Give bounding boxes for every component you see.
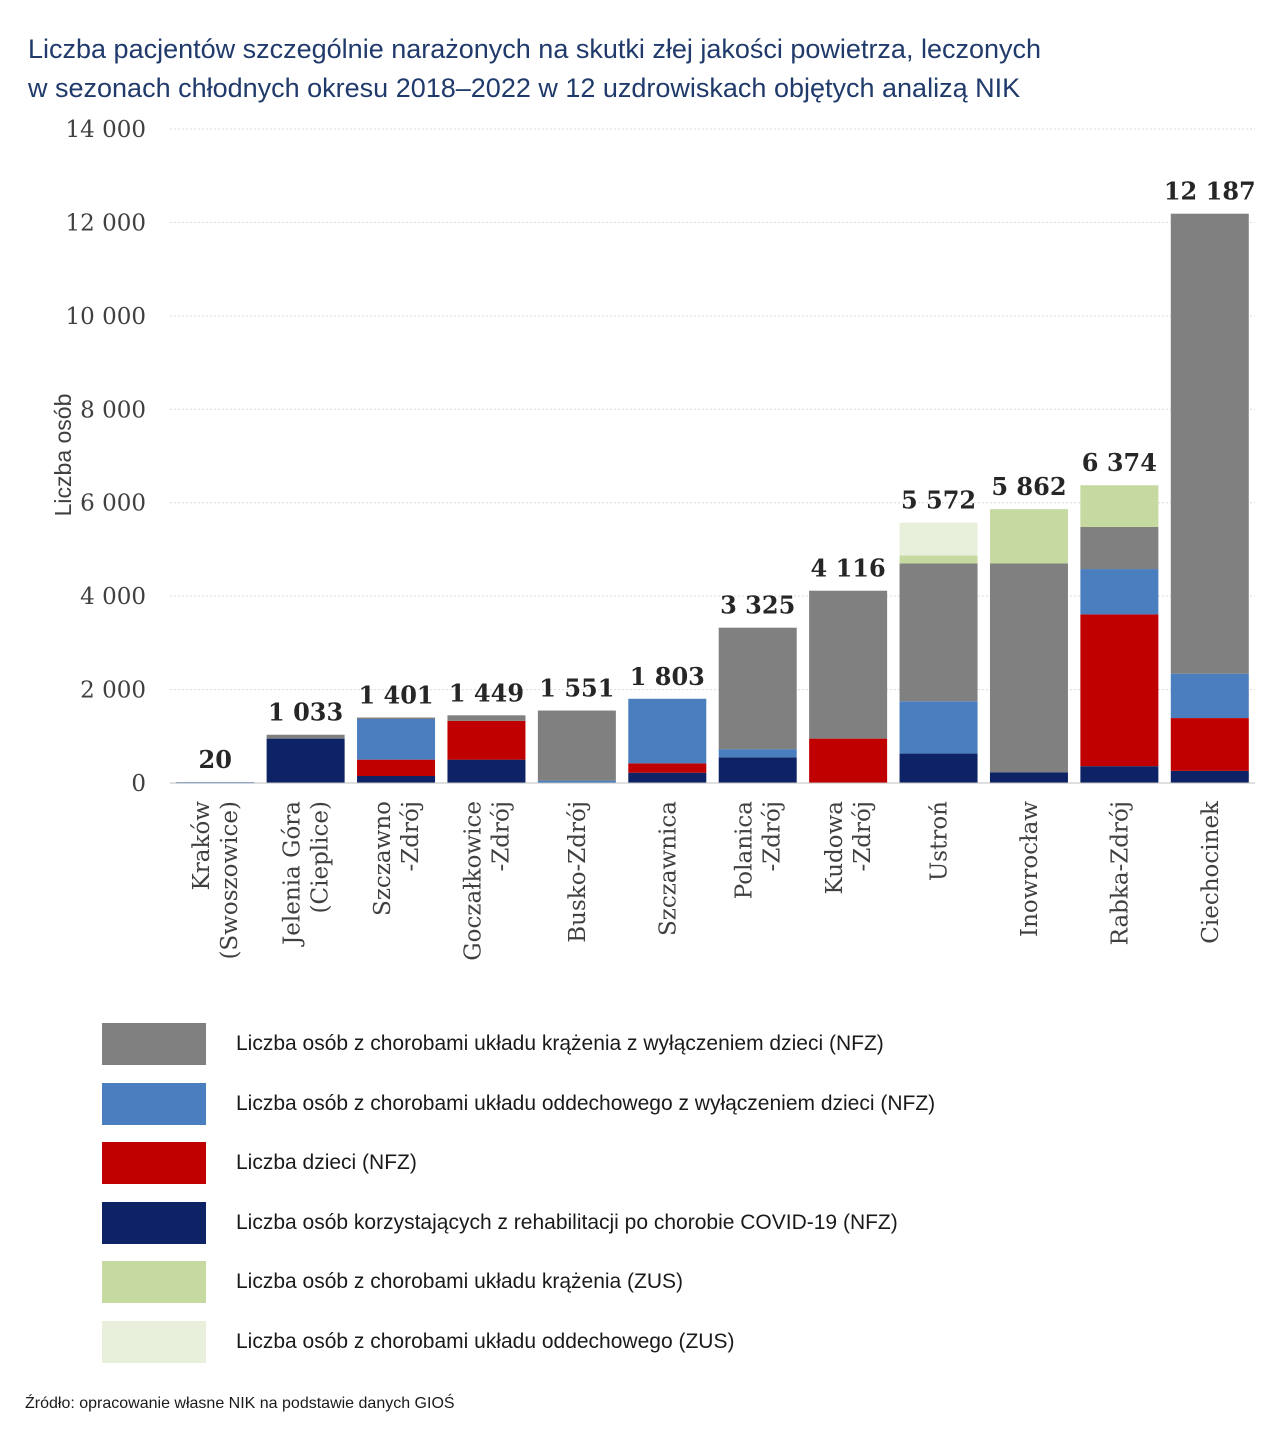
x-category-label: (Cieplice) <box>308 801 334 913</box>
x-category-label: Jelenia Góra <box>280 801 306 947</box>
bar-segment <box>537 780 616 783</box>
total-labels: 20 1 033 1 401 1 449 1 551 1 803 3 325 4 116 5 5… <box>199 177 1256 774</box>
bar-segment <box>447 759 526 783</box>
bar-total-label: 6 374 <box>1082 448 1157 477</box>
x-category-label: -Zdrój <box>488 801 514 871</box>
legend-label: Liczba osób z chorobami układu krążenia … <box>236 1032 884 1055</box>
x-category-label: Inowrocław <box>1017 801 1043 937</box>
legend-swatch <box>102 1261 206 1303</box>
bar-segment <box>1170 673 1249 719</box>
x-category-label: Polanica <box>732 801 758 900</box>
bar-total-label: 5 572 <box>901 486 976 515</box>
legend-label: Liczba dzieci (NFZ) <box>236 1151 417 1174</box>
legend-swatch <box>102 1082 206 1125</box>
y-axis: 0 2 000 4 000 6 000 8 000 10 000 12 000 14 000 L… <box>50 117 146 797</box>
bar-total-label: 12 187 <box>1164 177 1256 206</box>
bar-total-label: 5 862 <box>991 472 1066 501</box>
bar-total-label: 20 <box>199 745 232 774</box>
y-tick-label: 14 000 <box>66 117 146 143</box>
chart-title: Liczba pacjentów szczególnie narażonych … <box>28 30 1228 108</box>
stacked-bar-chart: 0 2 000 4 000 6 000 8 000 10 000 12 000 14 000 L… <box>50 117 1256 961</box>
bar-segment <box>266 734 345 739</box>
y-tick-label: 0 <box>131 771 146 797</box>
bar-segment <box>899 555 978 564</box>
y-tick-label: 8 000 <box>80 397 146 423</box>
bar-segment <box>809 590 888 739</box>
bar-segment <box>718 749 797 758</box>
bar-total-label: 4 116 <box>811 554 886 583</box>
bar-segment <box>1080 614 1159 767</box>
y-tick-label: 4 000 <box>80 584 146 610</box>
legend-label: Liczba osób z chorobami układu oddechowe… <box>236 1091 936 1115</box>
bar-segment <box>1170 718 1249 771</box>
x-category-label: Goczałkowice <box>460 801 486 961</box>
legend-swatch <box>102 1201 206 1244</box>
y-tick-label: 12 000 <box>66 210 146 236</box>
legend-swatch <box>102 1023 206 1065</box>
x-category-label: Ustroń <box>927 801 953 881</box>
bar-total-label: 1 033 <box>268 698 343 727</box>
x-category-label: -Zdrój <box>850 801 876 871</box>
bar-total-label: 1 803 <box>630 662 705 691</box>
x-category-label: Szczawnica <box>655 801 681 936</box>
x-axis: Kraków (Swoszowice) Jelenia Góra (Cieplice)… <box>170 782 1255 961</box>
bar-segment <box>899 563 978 702</box>
bar-segment <box>718 757 797 783</box>
gridlines <box>170 128 1255 691</box>
chart-title-line-1: Liczba pacjentów szczególnie narażonych … <box>28 34 1042 64</box>
bar-segment <box>899 701 978 754</box>
y-tick-label: 10 000 <box>66 304 146 330</box>
bar-segment <box>1080 569 1159 615</box>
chart-title-line-2: w sezonach chłodnych okresu 2018–2022 w … <box>28 73 1021 103</box>
bar-segment <box>628 698 707 764</box>
bar-segment <box>989 563 1068 773</box>
x-category-label: -Zdrój <box>398 801 424 871</box>
bar-segment <box>1170 213 1249 674</box>
x-category-label: Kraków <box>189 801 215 891</box>
legend-swatch <box>102 1320 206 1363</box>
bar-segment <box>1080 766 1159 783</box>
bar-segment <box>357 717 436 720</box>
legend-swatch <box>102 1142 206 1184</box>
bar-segment <box>357 717 436 760</box>
legend-label: Liczba osób z chorobami układu oddechowe… <box>236 1329 735 1353</box>
bar-segment <box>1080 485 1159 528</box>
x-category-label: Rabka-Zdrój <box>1107 801 1133 945</box>
bar-segment <box>989 509 1068 564</box>
bar-segment <box>989 772 1068 783</box>
x-category-label: Ciechocinek <box>1198 800 1224 944</box>
bar-total-label: 1 449 <box>449 678 524 707</box>
legend-label: Liczba osób korzystających z rehabilitac… <box>236 1210 898 1234</box>
bar-segment <box>447 720 526 760</box>
bar-total-label: 1 401 <box>358 681 433 710</box>
x-category-label: Busko-Zdrój <box>565 801 591 943</box>
bar-segment <box>718 627 797 750</box>
bar-segment <box>899 753 978 783</box>
x-category-label: -Zdrój <box>760 801 786 871</box>
legend-label: Liczba osób z chorobami układu krążenia … <box>236 1270 684 1293</box>
y-axis-title: Liczba osób <box>50 394 76 517</box>
bar-segment <box>628 763 707 773</box>
bar-segment <box>1080 527 1159 570</box>
x-category-label: (Swoszowice) <box>217 801 243 960</box>
source-note: Źródło: opracowanie własne NIK na podsta… <box>25 1395 455 1412</box>
y-tick-label: 2 000 <box>80 678 146 704</box>
bar-segment <box>447 715 526 721</box>
bar-segment <box>537 710 616 781</box>
bar-segment <box>809 738 888 783</box>
bar-total-label: 1 551 <box>539 674 614 703</box>
x-category-label: Kudowa <box>822 801 848 895</box>
bar-segment <box>357 775 436 783</box>
bar-segment <box>266 738 345 783</box>
bar-segment <box>357 759 436 776</box>
bar-segment <box>899 522 978 556</box>
bar-total-label: 3 325 <box>720 591 795 620</box>
bar-segment <box>1170 770 1249 783</box>
bar-segment <box>628 772 707 783</box>
bars <box>176 213 1249 784</box>
x-category-label: Szczawno <box>370 801 396 916</box>
y-tick-label: 6 000 <box>80 491 146 517</box>
